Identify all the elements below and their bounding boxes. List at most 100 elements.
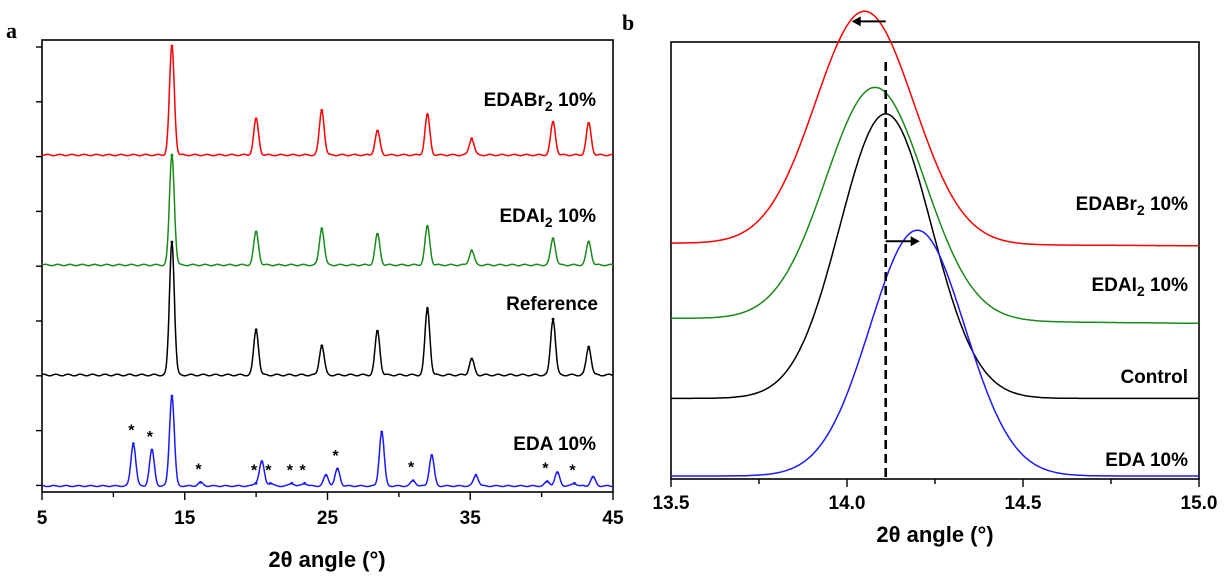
panel-b-x-tick-label: 13.5	[653, 493, 690, 514]
panel-a-peak-point	[254, 230, 258, 234]
panel-a-label-edabr2-10: EDABr2 10%	[484, 90, 596, 114]
panel-a-label-edai2-10-main: EDAI	[499, 206, 544, 227]
panel-a-impurity-marker: *	[332, 448, 339, 465]
panel-b-shift-arrowhead-right	[910, 236, 920, 247]
panel-b-label-edai2-10: EDAI2 10%	[1091, 275, 1188, 299]
panel-a-label-edabr2-10-suffix: 10%	[553, 90, 596, 111]
panel-a-peak-point	[170, 394, 174, 398]
panel-a-peak-point	[131, 442, 135, 446]
panel-a-peak-point	[254, 481, 258, 485]
panel-a-impurity-marker: *	[569, 462, 576, 479]
panel-a-peak-point	[376, 329, 379, 333]
panel-a-impurity-marker: *	[542, 461, 549, 478]
panel-a-impurity-marker: *	[265, 462, 272, 479]
panel-a-impurity-marker: *	[128, 423, 135, 440]
panel-a-label-edabr2-10-subscript: 2	[545, 98, 553, 114]
panel-b-plot-frame	[670, 41, 1200, 480]
panel-a-peak-point	[150, 448, 154, 452]
panel-b-label-edabr2-10: EDABr2 10%	[1076, 194, 1188, 218]
panel-a-peak-point	[474, 473, 478, 477]
panel-a-label-edabr2-10-main: EDABr	[484, 90, 546, 111]
panel-a-peak-point	[426, 113, 429, 117]
panel-a-peak-point	[336, 467, 339, 471]
panel-a-label-eda-10-main: EDA 10%	[513, 434, 596, 455]
panel-a-label-edai2-10-suffix: 10%	[553, 206, 596, 227]
panel-b-x-tick-label: 14.5	[1005, 493, 1042, 514]
panel-a-peak-point	[254, 328, 258, 332]
panel-a-impurity-marker: *	[287, 462, 294, 479]
panel-a-peak-point	[269, 481, 272, 485]
panel-b-chart: b 13.5 14.0 14.5 15.0 EDABr2 10%EDAI2 10%Co…	[622, 10, 1217, 547]
panel-b-letter: b	[622, 10, 634, 35]
panel-a-label-edai2-10-subscript: 2	[545, 214, 553, 230]
panel-a-peak-point	[376, 232, 379, 236]
panel-b-trace-control	[671, 113, 1199, 400]
panel-a-peak-point	[551, 120, 555, 124]
panel-b-shift-arrowhead-left	[851, 16, 861, 27]
panel-a-x-tick-label: 25	[317, 508, 339, 529]
panel-a-impurity-marker: *	[195, 461, 202, 478]
panel-b-label-edabr2-10-suffix: 10%	[1145, 194, 1188, 215]
panel-a-peak-point	[587, 345, 591, 349]
panel-a-peak-point	[303, 481, 307, 485]
panel-b-x-tick-label: 14.0	[829, 493, 866, 514]
panel-a-x-tick-label: 45	[602, 508, 624, 529]
panel-a-trace-edai2-10	[41, 154, 614, 267]
panel-a-trace-reference	[41, 242, 614, 377]
panel-a-peak-point	[290, 481, 294, 485]
panel-b-label-eda-10: EDA 10%	[1105, 450, 1188, 471]
panel-a-label-reference-main: Reference	[506, 294, 598, 315]
panel-a-trace-edabr2-10	[41, 45, 614, 157]
panel-a-peak-point	[411, 479, 415, 482]
panel-a-peak-point	[320, 227, 324, 231]
panel-a-label-eda-10: EDA 10%	[513, 434, 596, 455]
panel-b-label-edabr2-10-main: EDABr	[1076, 194, 1138, 215]
panel-a-letter: a	[6, 18, 17, 43]
panel-b-label-control: Control	[1120, 367, 1188, 388]
panel-a-impurity-marker: *	[147, 429, 154, 446]
panel-a-peak-point	[470, 249, 474, 253]
panel-a-x-tick-label: 15	[174, 508, 196, 529]
panel-a-peak-point	[551, 317, 555, 321]
panel-a-peak-point	[254, 117, 258, 121]
panel-a-peak-point	[545, 480, 549, 483]
panel-a-x-axis-label: 2θ angle (°)	[268, 547, 385, 572]
panel-b-trace-eda-10	[671, 229, 1199, 477]
panel-a-peak-point	[170, 240, 174, 244]
panel-a-peak-point	[426, 225, 429, 228]
panel-a-x-tick-label: 35	[460, 508, 482, 529]
panel-a-peak-point	[430, 454, 434, 457]
panel-b-trace-edabr2-10	[671, 10, 1200, 247]
panel-a-label-edai2-10: EDAI2 10%	[499, 206, 596, 230]
panel-a-peak-point	[260, 460, 264, 464]
panel-a-peak-point	[320, 344, 324, 348]
panel-a-x-tick-label: 5	[37, 508, 48, 529]
panel-b-label-edabr2-10-subscript: 2	[1137, 202, 1145, 218]
panel-a-chart: a 5 15 25 35 45 * ** * * * *** * * EDABr2 10%EDAI2 …	[6, 18, 624, 572]
panel-a-peak-point	[551, 237, 555, 241]
panel-a-peak-point	[426, 307, 429, 310]
panel-a-peak-point	[470, 357, 474, 361]
panel-a-trace-eda-10	[42, 396, 613, 488]
panel-b-label-edai2-10-suffix: 10%	[1145, 275, 1188, 296]
panel-a-peak-point	[380, 430, 384, 434]
panel-a-peak-point	[199, 481, 202, 484]
panel-b-label-edai2-10-subscript: 2	[1137, 283, 1145, 299]
panel-a-label-reference: Reference	[506, 294, 598, 315]
panel-a-peak-point	[573, 481, 576, 485]
panel-a-peak-point	[324, 473, 328, 477]
panel-a-peak-point	[587, 121, 591, 125]
panel-a-peak-point	[555, 471, 559, 474]
panel-a-impurity-marker: *	[300, 462, 307, 479]
panel-a-peak-point	[170, 44, 174, 48]
panel-a-peak-point	[376, 129, 379, 133]
panel-a-peak-point	[591, 475, 595, 479]
panel-b-label-edai2-10-main: EDAI	[1091, 275, 1136, 296]
panel-b-label-control-main: Control	[1120, 367, 1188, 388]
panel-a-impurity-marker: *	[251, 462, 258, 479]
panel-b-label-eda-10-main: EDA 10%	[1105, 450, 1188, 471]
panel-b-x-axis-label: 2θ angle (°)	[876, 522, 993, 547]
panel-b-trace-edai2-10	[670, 86, 1200, 325]
panel-a-peak-point	[587, 240, 591, 244]
